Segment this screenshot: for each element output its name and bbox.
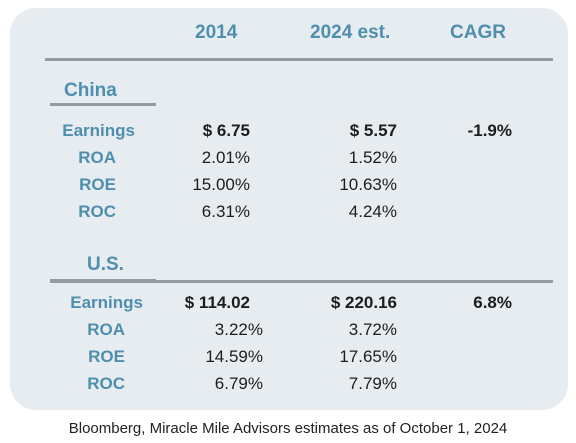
row-label: ROC	[78, 202, 116, 221]
source-footnote: Bloomberg, Miracle Mile Advisors estimat…	[68, 420, 508, 437]
cell-2024: 7.79%	[348, 374, 397, 393]
cell-2014: 6.79%	[214, 374, 263, 393]
row-label: Earnings	[70, 293, 143, 312]
cell-2014: $ 114.02	[184, 293, 250, 312]
column-header-cagr: CAGR	[450, 22, 506, 43]
cell-2014: 3.22%	[214, 320, 263, 339]
cell-2024: 4.24%	[348, 202, 397, 221]
row-label: ROE	[88, 347, 125, 366]
cell-2024: 3.72%	[348, 320, 397, 339]
cell-2014: 2.01%	[201, 148, 250, 167]
cell-2014: 6.31%	[201, 202, 250, 221]
cell-cagr: -1.9%	[467, 121, 512, 140]
row-label: ROE	[79, 175, 116, 194]
cell-2024: 17.65%	[339, 347, 397, 366]
cell-2014: $ 6.75	[202, 121, 250, 140]
section-title-us: U.S.	[87, 254, 124, 275]
row-label: ROA	[78, 148, 116, 167]
cell-2014: 15.00%	[192, 175, 250, 194]
row-label: ROA	[87, 320, 125, 339]
column-header-2014: 2014	[195, 22, 238, 43]
us-divider	[50, 280, 553, 283]
cell-2024: 1.52%	[348, 148, 397, 167]
table-card	[10, 8, 568, 410]
column-header-2024: 2024 est.	[310, 22, 391, 43]
header-divider	[45, 58, 553, 61]
cell-2024: 10.63%	[339, 175, 397, 194]
row-label: ROC	[87, 374, 125, 393]
cell-2014: 14.59%	[205, 347, 263, 366]
section-title-china: China	[64, 80, 117, 101]
cell-cagr: 6.8%	[473, 293, 512, 312]
cell-2024: $ 220.16	[330, 293, 397, 312]
section-underline-china	[50, 103, 156, 106]
row-label: Earnings	[62, 121, 135, 140]
cell-2024: $ 5.57	[349, 121, 397, 140]
